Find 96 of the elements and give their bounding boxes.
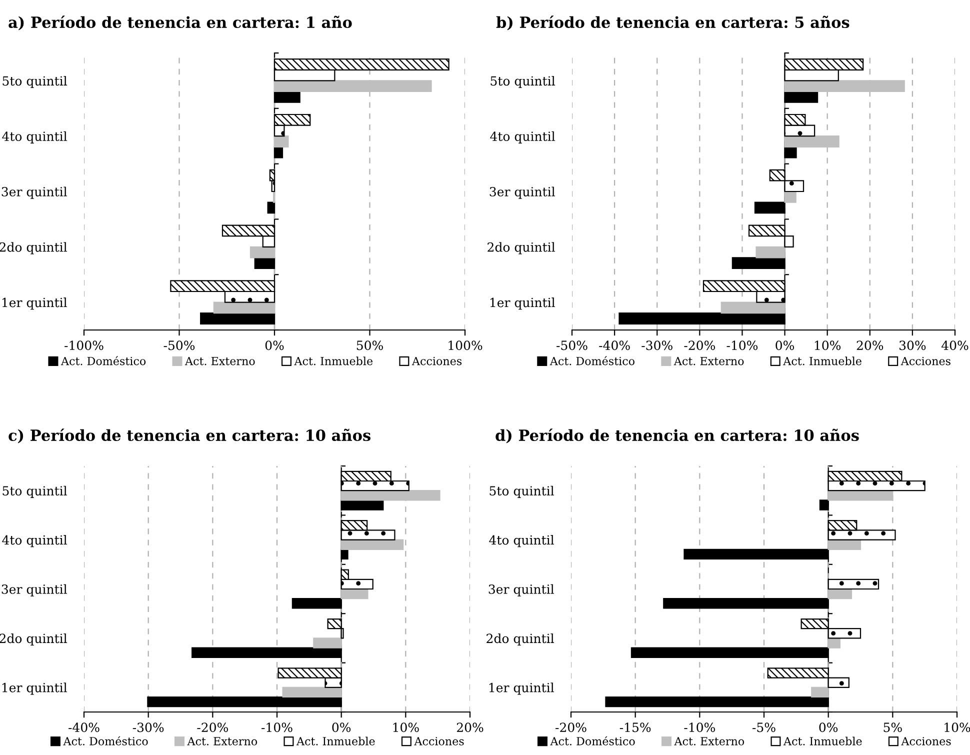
x-tick-label: -15% [620,722,651,732]
y-tick-label: 5to quintil [490,76,555,88]
bar [340,539,404,550]
bar [274,146,284,158]
y-tick-label: 2do quintil [0,633,67,646]
bar [784,136,840,148]
x-tick-label: 40% [941,340,968,350]
y-tick-label: 2do quintil [486,633,554,646]
y-tick-label: 3er quintil [2,584,67,596]
legend-label: Act. Externo [187,737,258,746]
x-tick-label: -5% [752,722,776,732]
x-tick-label: -20% [556,722,586,732]
x-tick-label: -10% [684,722,715,732]
bar [292,598,342,609]
bar [720,302,786,314]
x-tick-label: 20% [856,340,884,350]
bar [605,696,829,708]
bar [274,90,300,103]
x-tick-label: -50% [556,340,588,350]
x-tick-label: 0% [332,722,351,732]
y-tick-label: 5to quintil [2,76,67,88]
x-tick-label: 30% [900,340,926,350]
chart-title: c) Período de tenencia en cartera: 10 años [8,428,370,444]
x-tick-label: -30% [132,722,164,732]
y-tick-label: 1er quintil [489,682,554,695]
bar [811,686,829,698]
legend-label: Act. Doméstico [63,736,148,746]
bar [784,146,797,158]
bar [250,246,276,258]
x-tick-label: -10% [726,340,758,350]
legend-label: Act. Inmueble [296,736,375,746]
legend-label: Acciones [900,356,950,366]
bar [784,190,796,203]
bar [313,638,342,648]
x-tick-label: 10% [944,722,970,732]
bar [213,302,276,314]
x-tick-label: 20% [456,722,484,732]
chart-title: a) Período de tenencia en cartera: 1 año [8,16,352,30]
y-tick-label: 5to quintil [490,486,554,498]
y-tick-label: 1er quintil [490,298,555,310]
y-tick-label: 4to quintil [489,535,554,548]
x-tick-label: -40% [68,722,100,732]
bar [200,312,276,324]
bar [147,696,342,708]
legend-label: Act. Doméstico [60,356,146,366]
x-tick-label: -10% [262,722,292,732]
bar [274,136,289,148]
y-tick-label: 1er quintil [2,682,67,695]
bar [663,598,829,609]
y-tick-label: 5to quintil [2,486,67,498]
bar [756,246,786,258]
x-tick-label: 50% [356,340,383,350]
bar [784,80,905,92]
legend-label: Act. Externo [674,356,744,366]
x-tick-label: 10% [814,340,841,350]
x-tick-label: 0% [819,722,838,732]
legend-label: Act. Externo [184,356,255,366]
chart-title: b) Período de tenencia en cartera: 5 años [496,16,850,30]
legend-label: Act. Doméstico [550,736,635,746]
x-tick-label: -100% [64,340,104,350]
legend-label: Acciones [414,737,464,746]
legend-label: Act. Inmueble [783,356,862,366]
y-tick-label: 2do quintil [0,242,67,254]
x-tick-label: 0% [265,340,284,350]
x-tick-label: -40% [599,340,630,350]
y-tick-label: 2do quintil [488,242,555,254]
bar [784,90,818,103]
x-tick-label: -50% [164,340,195,350]
legend-label: Act. Inmueble [294,356,373,366]
y-tick-label: 4to quintil [490,131,555,144]
y-tick-label: 3er quintil [2,186,67,199]
y-tick-label: 4to quintil [2,131,67,144]
legend-label: Act. Doméstico [550,356,634,366]
bar [618,312,786,324]
x-tick-label: 0% [776,340,794,350]
x-tick-label: 100% [448,340,482,350]
y-tick-label: 4to quintil [2,535,67,548]
bar [340,490,440,501]
x-tick-label: 10% [393,722,419,732]
x-tick-label: 5% [884,722,902,732]
legend-label: Act. Inmueble [783,736,862,746]
x-tick-label: -30% [642,340,672,350]
legend-label: Acciones [412,356,462,366]
legend-label: Acciones [901,737,951,746]
bar [732,257,786,270]
bar [274,80,432,92]
chart-title: d) Período de tenencia en cartera: 10 años [496,428,859,444]
x-tick-label: -20% [684,340,715,350]
bar [754,202,786,214]
bar [267,202,276,214]
x-tick-label: -20% [197,722,228,732]
legend-label: Act. Externo [674,737,744,746]
y-tick-label: 3er quintil [488,584,554,596]
y-tick-label: 3er quintil [490,186,555,199]
bar [282,686,342,698]
y-tick-label: 1er quintil [2,298,67,310]
